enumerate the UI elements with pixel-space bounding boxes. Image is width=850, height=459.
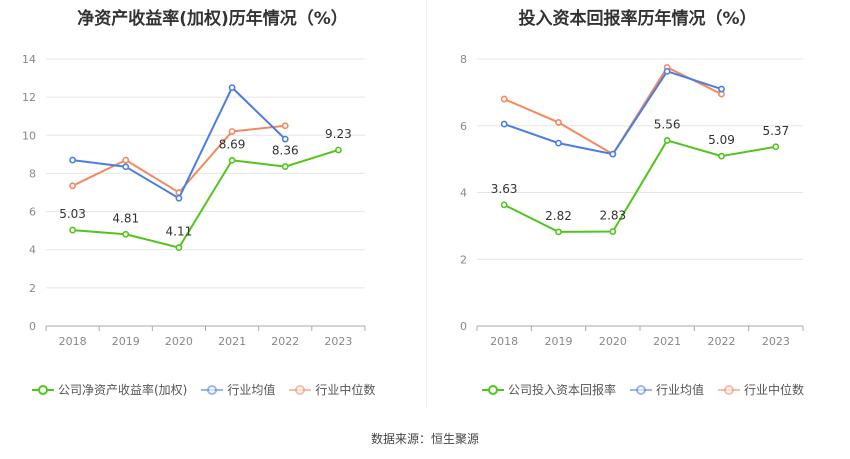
legend-item[interactable]: 行业均值	[201, 381, 275, 398]
y-tick-label: 14	[22, 53, 36, 66]
legend-label: 公司净资产收益率(加权)	[58, 383, 188, 397]
y-tick-label: 2	[29, 282, 36, 295]
x-tick-label: 2022	[271, 335, 299, 348]
series-line	[72, 85, 286, 200]
y-tick-label: 8	[460, 53, 467, 66]
x-tick-label: 2023	[324, 335, 352, 348]
roic-chart: 0 2 4 6 8 2018 2019 2020 2021 2022 2023 3.63 2.82 2.8…	[460, 53, 804, 348]
x-tick-label: 2021	[653, 335, 681, 348]
x-tick-label: 2018	[59, 335, 87, 348]
y-tick-label: 6	[460, 120, 467, 133]
data-point	[69, 226, 76, 234]
y-tick-label: 6	[29, 206, 36, 219]
data-point	[69, 182, 76, 190]
data-label: 5.37	[762, 124, 789, 138]
data-point	[281, 163, 289, 170]
legend-label: 行业中位数	[744, 383, 805, 397]
data-label: 8.36	[272, 144, 299, 158]
data-point	[228, 156, 236, 164]
data-point	[718, 85, 725, 93]
y-tick-label: 4	[460, 187, 467, 200]
data-label: 8.69	[219, 137, 246, 151]
x-tick-label: 2021	[218, 335, 246, 348]
legend-item[interactable]: 行业中位数	[289, 381, 375, 398]
legend-label: 公司投入资本回报率	[508, 383, 617, 397]
series-line	[503, 66, 722, 156]
data-label: 2.82	[545, 209, 572, 223]
chart-title-roe: 净资产收益率(加权)历年情况（%）	[77, 9, 348, 29]
roe-chart: 0 2 4 6 8 10 12 14 2018 2019 2020 2021 2022 2023 5.03 4…	[22, 53, 366, 348]
data-label: 5.56	[654, 117, 681, 131]
x-tick-label: 2019	[545, 335, 573, 348]
legend-marker-icon	[718, 384, 741, 395]
series-line	[503, 139, 777, 233]
data-point	[772, 143, 780, 151]
data-point	[555, 228, 562, 236]
legend-marker-icon	[482, 384, 504, 395]
data-point	[500, 95, 508, 103]
legend-marker-icon	[630, 384, 653, 395]
y-tick-label: 12	[22, 91, 36, 104]
data-source-note: 数据来源：恒生聚源	[370, 432, 479, 446]
data-point	[122, 230, 130, 238]
data-point	[335, 146, 342, 154]
data-label: 9.23	[325, 127, 352, 141]
legend-item[interactable]: 行业中位数	[718, 381, 804, 398]
data-point	[122, 156, 130, 164]
roe-legend: 公司净资产收益率(加权) 行业均值 行业中位数	[32, 381, 389, 398]
chart-title-roic: 投入资本回报率历年情况（%）	[518, 9, 757, 29]
y-tick-label: 4	[29, 244, 36, 257]
x-tick-label: 2023	[762, 335, 790, 348]
data-label: 2.83	[599, 209, 626, 223]
series-line	[72, 149, 339, 249]
data-point	[228, 84, 236, 92]
x-tick-label: 2020	[165, 335, 193, 348]
data-point	[609, 150, 617, 158]
legend-item[interactable]: 行业均值	[630, 381, 704, 398]
data-label: 4.11	[166, 225, 193, 239]
y-tick-label: 10	[22, 129, 36, 142]
x-tick-label: 2022	[708, 335, 736, 348]
y-tick-label: 8	[29, 167, 36, 180]
roic-legend: 公司投入资本回报率 行业均值 行业中位数	[482, 381, 818, 398]
x-tick-label: 2019	[112, 335, 140, 348]
x-tick-label: 2020	[599, 335, 627, 348]
panel-divider	[426, 0, 427, 408]
legend-marker-icon	[32, 384, 54, 395]
data-point	[175, 194, 183, 202]
legend-marker-icon	[289, 384, 312, 395]
data-point	[281, 135, 289, 143]
data-point	[718, 152, 725, 160]
data-label: 3.63	[491, 182, 518, 196]
data-point	[609, 228, 617, 235]
y-tick-label: 0	[29, 320, 36, 333]
data-point	[663, 67, 671, 75]
y-tick-label: 0	[460, 320, 467, 333]
data-point	[500, 120, 508, 128]
legend-label: 行业均值	[656, 383, 705, 397]
legend-marker-icon	[201, 384, 224, 395]
data-point	[281, 122, 289, 130]
data-point	[228, 128, 236, 135]
legend-label: 行业均值	[227, 383, 276, 397]
data-label: 5.03	[59, 207, 86, 221]
x-tick-label: 2018	[490, 335, 518, 348]
legend-label: 行业中位数	[315, 383, 376, 397]
data-point	[69, 156, 76, 164]
data-point	[555, 139, 562, 147]
data-label: 4.81	[112, 211, 139, 225]
data-point	[175, 244, 183, 252]
legend-item[interactable]: 公司净资产收益率(加权)	[32, 381, 187, 398]
legend-item[interactable]: 公司投入资本回报率	[482, 381, 616, 398]
data-point	[122, 163, 130, 171]
data-label: 5.09	[708, 133, 735, 147]
y-tick-label: 2	[460, 253, 467, 266]
data-point	[500, 201, 508, 209]
data-point	[555, 119, 562, 126]
data-point	[663, 137, 671, 144]
